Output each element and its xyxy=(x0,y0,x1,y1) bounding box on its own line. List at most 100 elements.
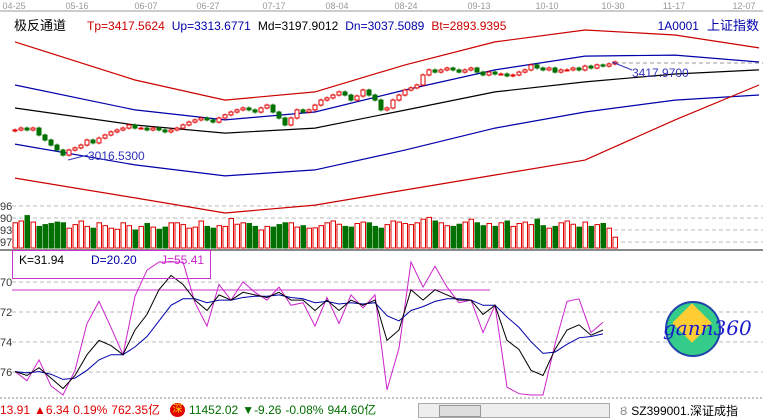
d-value: D=20.20 xyxy=(91,253,137,267)
horizontal-scrollbar[interactable] xyxy=(418,403,610,418)
candle-body xyxy=(420,74,426,86)
candle-body xyxy=(606,63,612,67)
candle-body xyxy=(456,69,462,73)
gann360-logo: gann360 xyxy=(663,297,752,367)
candle-body xyxy=(138,127,144,130)
volume-bar xyxy=(66,227,72,249)
candle-body xyxy=(516,71,522,76)
k-line xyxy=(14,274,604,390)
volume-bar xyxy=(570,223,576,249)
logo-text: gann360 xyxy=(663,316,752,340)
volume-bar xyxy=(444,225,450,249)
candle-body xyxy=(492,71,498,75)
x-tick-label: 10-30 xyxy=(601,1,624,11)
volume-bar xyxy=(60,222,66,249)
sh-change: ▲6.34 xyxy=(34,402,70,417)
volume-bar xyxy=(42,224,48,249)
volume-bar xyxy=(360,221,366,249)
candle-body xyxy=(66,149,72,156)
x-tick-label: 06-07 xyxy=(134,1,157,11)
sh-value: 13.91 xyxy=(0,402,31,417)
volume-bar xyxy=(54,221,60,249)
candle-body xyxy=(168,129,174,133)
candle-body xyxy=(204,117,210,121)
volume-bar xyxy=(24,215,30,249)
candle-body xyxy=(486,71,492,76)
volume-bar xyxy=(456,223,462,249)
candle-body xyxy=(402,89,408,96)
candle-body xyxy=(288,117,294,126)
candle-body xyxy=(372,94,378,101)
candle-body xyxy=(228,111,234,116)
volume-bar xyxy=(426,216,432,249)
volume-bar xyxy=(156,228,162,249)
candle-body xyxy=(240,107,246,111)
candle-body xyxy=(282,117,288,126)
volume-bar xyxy=(354,223,360,249)
volume-bar xyxy=(486,223,492,249)
status-symbol-area: Ȣ SZ399001.深证成指 xyxy=(620,402,738,419)
candle-body xyxy=(144,127,150,131)
candle-body xyxy=(474,67,480,73)
candle-body xyxy=(438,69,444,73)
symbol-name: 上证指数 xyxy=(706,18,759,33)
volume-bar xyxy=(204,225,210,249)
candle-body xyxy=(54,144,60,151)
candle-body xyxy=(48,139,54,146)
candle-body xyxy=(252,109,258,113)
volume-bar xyxy=(114,228,120,249)
volume-bar xyxy=(528,224,534,249)
candle-body xyxy=(534,64,540,69)
candle-body xyxy=(300,109,306,113)
volume-bar xyxy=(132,229,138,249)
sh-amount: 762.35亿 xyxy=(111,403,161,417)
candle-body xyxy=(294,109,300,119)
band-middle xyxy=(14,69,760,134)
volume-bar xyxy=(396,221,402,249)
x-tick-label: 09-13 xyxy=(467,1,490,11)
x-tick-label: 11-17 xyxy=(663,1,685,11)
indicator-header: 极反通道 Tp=3417.5624 Up=3313.6771 Md=3197.9… xyxy=(14,15,506,34)
volume-bar xyxy=(168,222,174,249)
candle-body xyxy=(522,69,528,73)
volume-bar xyxy=(564,220,570,249)
volume-bar xyxy=(12,222,18,249)
volume-bar xyxy=(198,220,204,249)
candle-body xyxy=(450,67,456,71)
candle-body xyxy=(156,127,162,131)
candle-body xyxy=(594,64,600,69)
candle-body xyxy=(588,65,594,69)
candle-body xyxy=(444,67,450,71)
candle-body xyxy=(102,134,108,139)
sz-badge: 深 xyxy=(170,402,186,417)
candle-body xyxy=(114,129,120,133)
kdj-tick-label: 70 xyxy=(0,277,12,289)
candle-body xyxy=(426,69,432,76)
volume-bar xyxy=(432,220,438,249)
sz-value: 11452.02 xyxy=(189,402,239,417)
candle-body xyxy=(42,134,48,141)
volume-bar xyxy=(594,224,600,249)
volume-tick-label: 90 xyxy=(0,213,12,225)
volume-bar xyxy=(264,225,270,249)
volume-tick-label: 93 xyxy=(0,225,12,237)
volume-bar xyxy=(540,225,546,249)
candle-body xyxy=(564,69,570,72)
volume-bar xyxy=(258,229,264,249)
candle-body xyxy=(480,71,486,76)
volume-bar xyxy=(606,227,612,249)
candle-body xyxy=(78,144,84,149)
scrollbar-thumb[interactable] xyxy=(439,405,481,417)
volume-bar xyxy=(516,223,522,249)
volume-bar xyxy=(600,223,606,249)
volume-bar xyxy=(534,218,540,249)
band-outer-lower xyxy=(14,84,760,214)
bt-value: Bt=2893.9395 xyxy=(431,19,507,33)
status-symbol[interactable]: SZ399001.深证成指 xyxy=(631,404,738,418)
candle-body xyxy=(498,73,504,76)
candle-body xyxy=(198,117,204,121)
candle-body xyxy=(396,94,402,101)
tp-value: Tp=3417.5624 xyxy=(87,19,165,33)
volume-bar xyxy=(318,225,324,249)
